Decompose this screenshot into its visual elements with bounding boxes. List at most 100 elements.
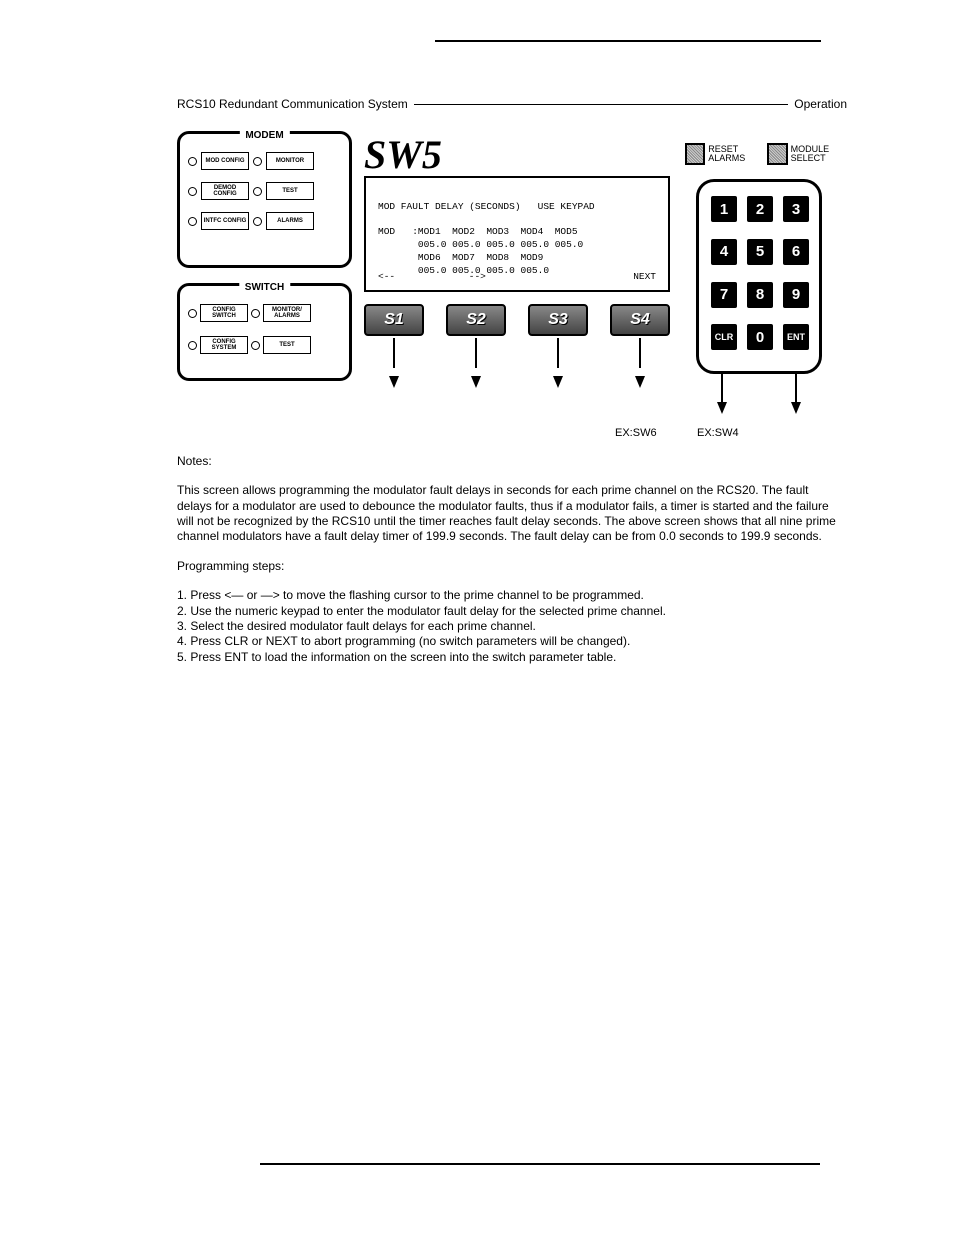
test-button[interactable]: TEST [263, 336, 311, 354]
key-3[interactable]: 3 [783, 196, 809, 222]
arrow-line-icon [639, 338, 641, 368]
arrow-down-icon [791, 402, 801, 414]
lcd-line-4: MOD6 MOD7 MOD8 MOD9 [378, 252, 543, 263]
lcd-line-2: MOD :MOD1 MOD2 MOD3 MOD4 MOD5 [378, 226, 578, 237]
arrow-line-icon [795, 374, 797, 404]
reset-alarms-pair: RESET ALARMS [685, 143, 759, 165]
switch-row-1: CONFIG SYSTEM TEST [188, 336, 311, 354]
top-rule [435, 40, 821, 42]
s1-button[interactable]: S1 [364, 304, 424, 336]
modem-row-1: DEMOD CONFIG TEST [188, 182, 314, 200]
arrow-down-icon [717, 402, 727, 414]
alarms-button[interactable]: ALARMS [266, 212, 314, 230]
page: RCS10 Redundant Communication System Ope… [0, 0, 954, 1235]
test-button[interactable]: TEST [266, 182, 314, 200]
led-icon [253, 217, 262, 226]
notes-section: Notes: This screen allows programming th… [177, 454, 837, 665]
ex-sw4-label: EX:SW4 [697, 427, 739, 439]
key-clr[interactable]: CLR [711, 324, 737, 350]
keypad: 1 2 3 4 5 6 7 8 9 CLR 0 ENT [696, 179, 822, 374]
modem-row-0: MOD CONFIG MONITOR [188, 152, 314, 170]
notes-paragraph: This screen allows programming the modul… [177, 483, 837, 544]
lcd-sk-left: <-- [378, 271, 395, 284]
key-4[interactable]: 4 [711, 239, 737, 265]
key-1[interactable]: 1 [711, 196, 737, 222]
key-7[interactable]: 7 [711, 282, 737, 308]
modem-rows: MOD CONFIG MONITOR DEMOD CONFIG TEST INT… [188, 152, 314, 230]
key-8[interactable]: 8 [747, 282, 773, 308]
steps-heading: Programming steps: [177, 559, 837, 574]
ex-sw6-label: EX:SW6 [615, 427, 657, 439]
softkey-s4: S4 [610, 304, 670, 388]
reset-alarms-label: RESET ALARMS [708, 145, 759, 163]
notes-heading: Notes: [177, 454, 837, 469]
module-select-button[interactable] [767, 143, 787, 165]
led-icon [188, 341, 197, 350]
arrow-down-icon [635, 376, 645, 388]
softkey-s3: S3 [528, 304, 588, 388]
mod-config-button[interactable]: MOD CONFIG [201, 152, 249, 170]
key-0[interactable]: 0 [747, 324, 773, 350]
header-line [414, 104, 789, 105]
step-3: 3. Select the desired modulator fault de… [177, 619, 837, 634]
led-icon [188, 157, 197, 166]
lcd-screen: MOD FAULT DELAY (SECONDS) USE KEYPAD MOD… [364, 176, 670, 292]
module-select-pair: MODULE SELECT [767, 143, 847, 165]
led-icon [188, 187, 197, 196]
switch-title: SWITCH [239, 282, 290, 293]
led-icon [253, 157, 262, 166]
arrow-line-icon [721, 374, 723, 404]
led-icon [251, 341, 260, 350]
softkeys: S1 S2 S3 S4 [364, 304, 670, 388]
lcd-softkey-labels: <-- --> NEXT [378, 271, 656, 284]
config-system-button[interactable]: CONFIG SYSTEM [200, 336, 248, 354]
led-icon [253, 187, 262, 196]
softkey-s2: S2 [446, 304, 506, 388]
key-5[interactable]: 5 [747, 239, 773, 265]
modem-panel: MODEM MOD CONFIG MONITOR DEMOD CONFIG TE… [177, 131, 352, 268]
arrow-down-icon [553, 376, 563, 388]
monitor-button[interactable]: MONITOR [266, 152, 314, 170]
header-section: Operation [794, 97, 847, 111]
arrow-down-icon [389, 376, 399, 388]
intfc-config-button[interactable]: INTFC CONFIG [201, 212, 249, 230]
key-9[interactable]: 9 [783, 282, 809, 308]
led-icon [251, 309, 260, 318]
reset-alarms-button[interactable] [685, 143, 705, 165]
lcd-sk-mid: --> [469, 271, 486, 284]
switch-rows: CONFIG SWITCH MONITOR/ ALARMS CONFIG SYS… [188, 304, 311, 354]
led-icon [188, 309, 197, 318]
switch-row-0: CONFIG SWITCH MONITOR/ ALARMS [188, 304, 311, 322]
led-icon [188, 217, 197, 226]
arrow-line-icon [475, 338, 477, 368]
s4-button[interactable]: S4 [610, 304, 670, 336]
lcd-line-3: 005.0 005.0 005.0 005.0 005.0 [378, 239, 583, 250]
step-1: 1. Press <— or —> to move the flashing c… [177, 588, 837, 603]
key-2[interactable]: 2 [747, 196, 773, 222]
modem-row-2: INTFC CONFIG ALARMS [188, 212, 314, 230]
bottom-rule [260, 1163, 820, 1165]
lcd-line-1: MOD FAULT DELAY (SECONDS) USE KEYPAD [378, 201, 595, 212]
header-title: RCS10 Redundant Communication System [177, 97, 408, 111]
lcd-sk-right: NEXT [633, 271, 656, 284]
step-4: 4. Press CLR or NEXT to abort programmin… [177, 634, 837, 649]
arrow-down-icon [471, 376, 481, 388]
header: RCS10 Redundant Communication System Ope… [177, 97, 847, 111]
demod-config-button[interactable]: DEMOD CONFIG [201, 182, 249, 200]
key-6[interactable]: 6 [783, 239, 809, 265]
arrow-line-icon [393, 338, 395, 368]
module-select-label: MODULE SELECT [791, 145, 847, 163]
step-2: 2. Use the numeric keypad to enter the m… [177, 604, 837, 619]
s2-button[interactable]: S2 [446, 304, 506, 336]
softkey-s1: S1 [364, 304, 424, 388]
config-switch-button[interactable]: CONFIG SWITCH [200, 304, 248, 322]
arrow-line-icon [557, 338, 559, 368]
monitor-alarms-button[interactable]: MONITOR/ ALARMS [263, 304, 311, 322]
step-5: 5. Press ENT to load the information on … [177, 650, 837, 665]
switch-panel: SWITCH CONFIG SWITCH MONITOR/ ALARMS CON… [177, 283, 352, 381]
right-buttons: RESET ALARMS MODULE SELECT [685, 143, 847, 165]
panel-area: MODEM MOD CONFIG MONITOR DEMOD CONFIG TE… [177, 131, 847, 413]
s3-button[interactable]: S3 [528, 304, 588, 336]
key-ent[interactable]: ENT [783, 324, 809, 350]
screen-id-label: SW5 [364, 131, 442, 178]
